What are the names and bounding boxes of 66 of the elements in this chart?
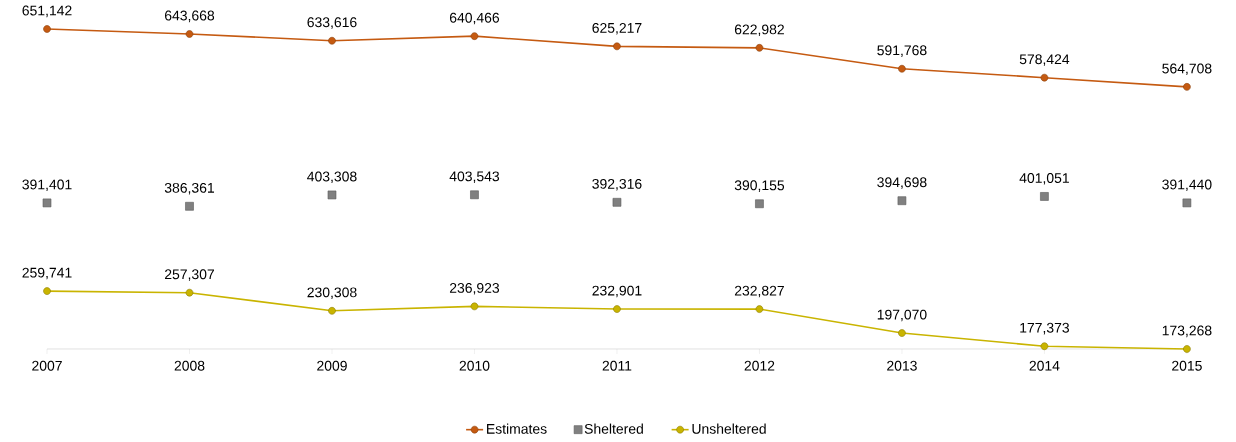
data-label: 622,982 [734, 24, 784, 36]
point [1040, 342, 1049, 351]
data-label: 390,155 [734, 180, 785, 192]
point [897, 196, 907, 206]
point [1040, 73, 1049, 82]
data-label: 173,268 [1162, 325, 1212, 338]
point [612, 198, 622, 207]
point [613, 42, 621, 51]
x-tick-label: 2014 [1029, 360, 1060, 371]
data-label: 394,698 [877, 177, 927, 189]
data-label: 391,440 [1162, 179, 1212, 192]
data-label: 391,401 [22, 179, 72, 192]
point [185, 30, 194, 38]
data-label: 640,466 [449, 12, 500, 25]
point [613, 305, 621, 313]
point [470, 302, 479, 311]
x-tick-label: 2009 [317, 360, 347, 371]
point [327, 190, 337, 200]
point [43, 287, 51, 295]
legend-label: Unsheltered [692, 423, 766, 434]
data-label: 643,668 [164, 10, 215, 23]
data-label: 564,708 [1162, 63, 1212, 76]
point [185, 201, 194, 211]
data-label: 259,741 [22, 267, 72, 280]
legend-label: Sheltered [584, 423, 643, 434]
point [42, 198, 52, 208]
data-label: 651,142 [22, 5, 72, 18]
data-label: 177,373 [1020, 322, 1069, 335]
data-label: 403,308 [307, 171, 357, 184]
data-label: 232,827 [734, 285, 784, 298]
data-label: 591,768 [877, 45, 927, 57]
data-label: 392,316 [592, 178, 642, 191]
point [1183, 83, 1191, 91]
point [1182, 198, 1192, 208]
data-label: 236,923 [449, 282, 500, 295]
point [328, 306, 336, 315]
data-label: 257,307 [164, 269, 214, 281]
data-label: 625,217 [592, 22, 642, 35]
point [898, 64, 906, 73]
data-label: 578,424 [1019, 54, 1070, 66]
x-tick-label: 2012 [744, 360, 775, 371]
data-label: 386,361 [164, 182, 215, 195]
x-tick-label: 2010 [459, 360, 490, 371]
point [1040, 192, 1049, 201]
point [755, 199, 764, 209]
x-tick-label: 2015 [1172, 360, 1202, 371]
data-label: 401,051 [1019, 173, 1069, 185]
point [755, 305, 764, 313]
point [1183, 345, 1191, 353]
data-label: 230,308 [307, 287, 357, 299]
x-tick-label: 2007 [32, 360, 62, 371]
point [755, 44, 764, 52]
data-label: 232,901 [592, 285, 642, 298]
x-tick-label: 2013 [887, 360, 917, 371]
point [898, 329, 906, 337]
x-tick-label: 2008 [174, 360, 205, 371]
data-label: 197,070 [877, 309, 927, 322]
legend-label: Estimates [487, 423, 547, 434]
point [43, 25, 51, 33]
point [470, 32, 479, 40]
data-label: 403,543 [449, 171, 500, 183]
x-tick-label: 2011 [602, 360, 632, 371]
point [328, 36, 336, 45]
point [470, 190, 479, 200]
data-label: 633,616 [307, 17, 357, 29]
point [185, 288, 194, 297]
